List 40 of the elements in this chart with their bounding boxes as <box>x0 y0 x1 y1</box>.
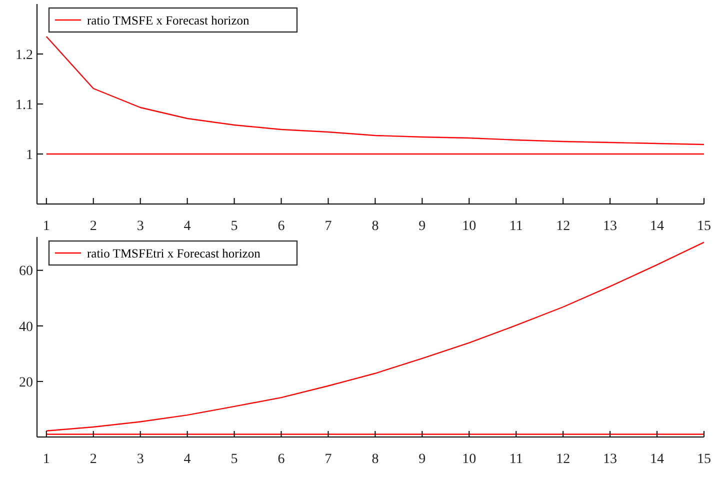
y-tick-label: 20 <box>19 375 33 390</box>
x-tick-label: 5 <box>230 452 238 467</box>
y-tick-label: 40 <box>19 320 33 335</box>
x-tick-label: 9 <box>418 219 426 234</box>
x-tick-label: 4 <box>184 452 191 467</box>
x-tick-label: 10 <box>462 452 476 467</box>
x-tick-label: 3 <box>136 219 144 234</box>
x-tick-label: 8 <box>372 219 379 234</box>
x-tick-label: 15 <box>697 219 711 234</box>
x-tick-label: 9 <box>418 452 426 467</box>
x-tick-label: 6 <box>278 219 285 234</box>
x-tick-label: 4 <box>184 219 191 234</box>
x-tick-label: 12 <box>556 219 570 234</box>
line-series <box>46 36 705 146</box>
x-tick-label: 7 <box>324 219 332 234</box>
x-tick-label: 14 <box>650 219 664 234</box>
x-tick-label: 14 <box>650 452 664 467</box>
line-series <box>46 242 705 432</box>
legend-label: ratio TMSFEtri x Forecast horizon <box>87 246 262 260</box>
x-tick-label: 8 <box>372 452 379 467</box>
x-tick-label: 7 <box>324 452 332 467</box>
x-tick-label: 15 <box>697 452 711 467</box>
y-tick-label: 1.2 <box>16 48 33 63</box>
y-tick-label: 1 <box>26 148 33 163</box>
x-tick-label: 3 <box>136 452 144 467</box>
x-tick-label: 1 <box>42 452 50 467</box>
x-tick-label: 2 <box>90 219 97 234</box>
x-tick-label: 13 <box>603 219 618 234</box>
x-tick-label: 11 <box>509 219 523 234</box>
y-tick-label: 1.1 <box>16 98 33 113</box>
y-tick-label: 60 <box>19 264 33 280</box>
x-tick-label: 11 <box>509 452 523 467</box>
x-tick-label: 13 <box>603 452 618 467</box>
x-tick-label: 12 <box>556 452 570 467</box>
x-tick-label: 2 <box>90 452 97 467</box>
legend-label: ratio TMSFE x Forecast horizon <box>87 13 250 28</box>
x-tick-label: 5 <box>230 219 238 234</box>
x-tick-label: 1 <box>42 219 50 234</box>
x-tick-label: 10 <box>462 219 476 234</box>
x-tick-label: 6 <box>278 452 285 467</box>
